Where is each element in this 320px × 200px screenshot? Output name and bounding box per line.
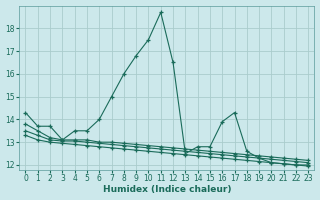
X-axis label: Humidex (Indice chaleur): Humidex (Indice chaleur)	[103, 185, 231, 194]
